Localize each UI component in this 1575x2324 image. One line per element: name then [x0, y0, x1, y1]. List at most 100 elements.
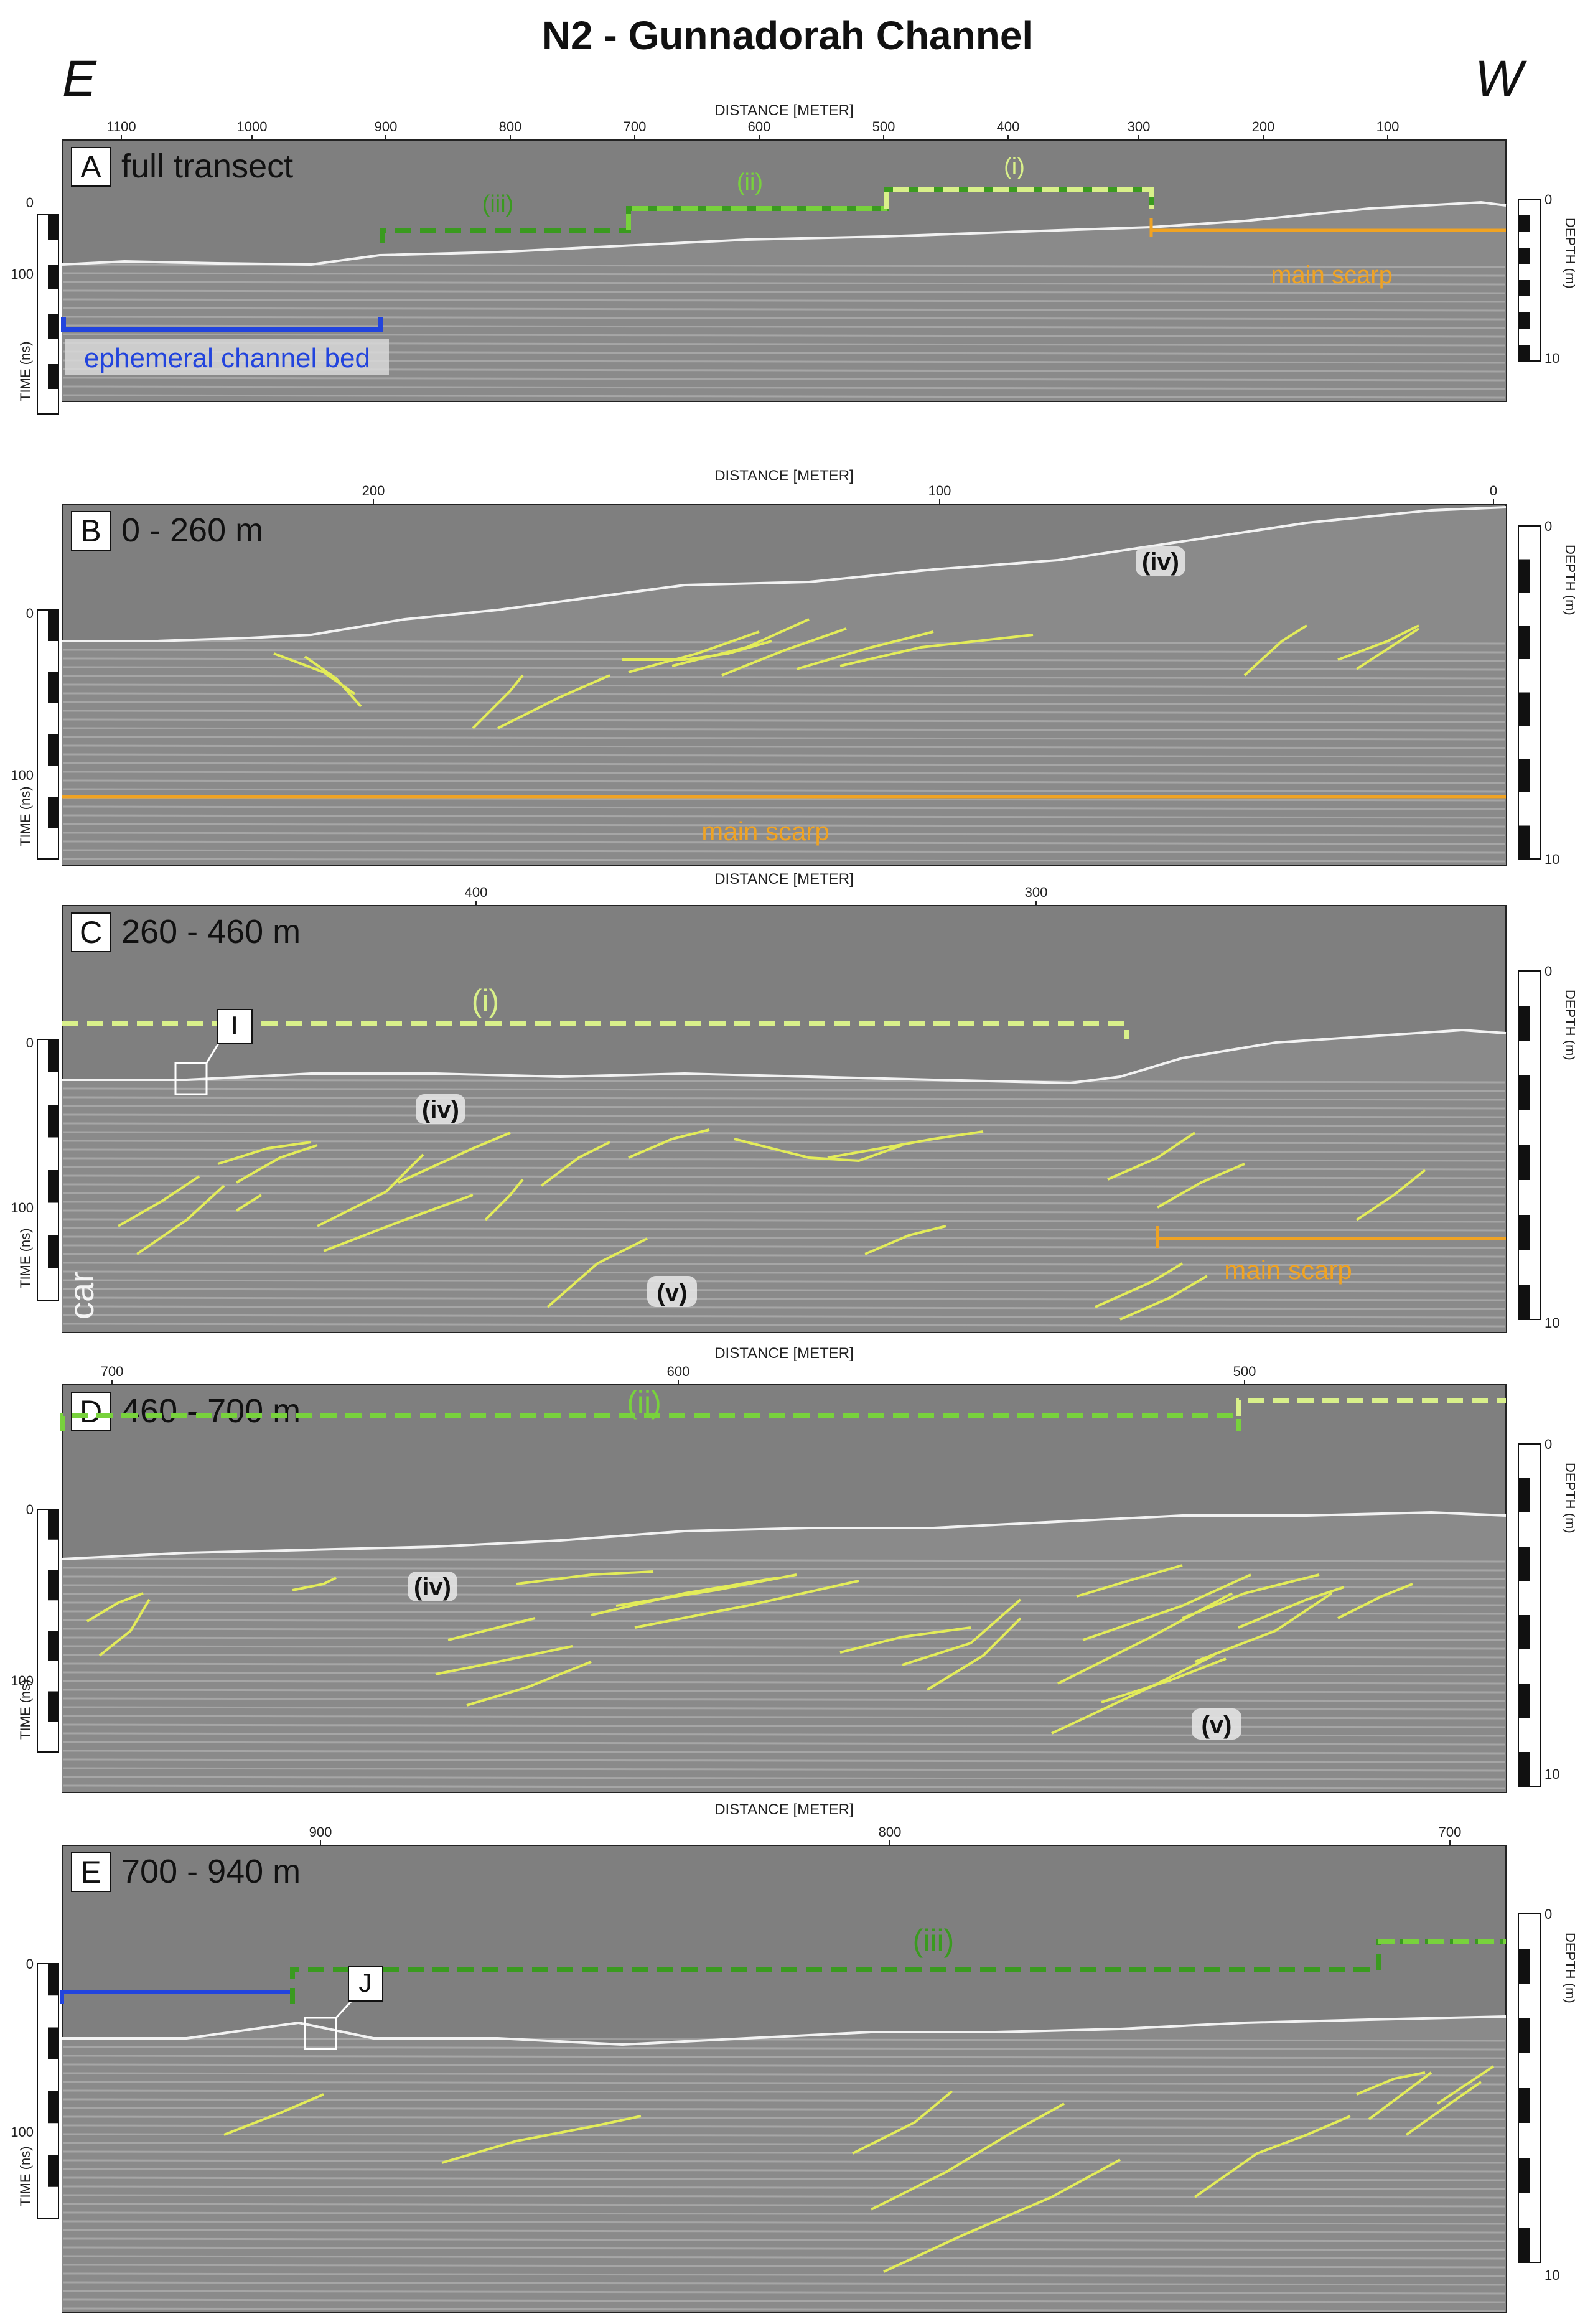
depth-scale-segment — [1518, 692, 1530, 726]
depth-scale-segment — [1518, 312, 1530, 329]
distance-tick-label: 400 — [465, 884, 488, 900]
interpreted-reflector — [839, 634, 1034, 667]
reflection-band — [63, 1105, 1505, 1110]
reflection-band — [63, 2220, 1505, 2225]
reflection-band — [63, 1697, 1505, 1702]
reflection-band — [63, 2046, 1505, 2051]
interpreted-reflector — [671, 618, 810, 667]
interpreted-reflector — [634, 1580, 859, 1629]
facies-v-bg — [1192, 1708, 1241, 1740]
inset-i-label: I — [231, 1011, 238, 1040]
depth-scale-segment — [1518, 1215, 1530, 1250]
interpreted-reflector — [223, 2093, 324, 2136]
distance-tick-label: 1100 — [106, 119, 136, 134]
depth-scale-segment — [1518, 825, 1530, 859]
reflection-band — [63, 1122, 1505, 1127]
time-tick-label: 100 — [11, 2124, 34, 2140]
reflection-band — [63, 1715, 1505, 1720]
reflection-band — [63, 1784, 1505, 1789]
interpreted-reflector — [398, 1132, 511, 1184]
terrace-i-line — [884, 187, 1154, 209]
subsurface-radargram — [62, 2017, 1506, 2312]
panel-title: 0 - 260 m — [121, 512, 263, 549]
interpreted-reflector — [1076, 1564, 1183, 1598]
time-scale-segment — [48, 1691, 58, 1722]
reflection-band — [63, 1680, 1505, 1685]
reflection-band — [63, 289, 1505, 294]
reflection-band — [63, 1767, 1505, 1772]
panel-letter-box — [71, 147, 111, 187]
reflection-band — [63, 1706, 1505, 1711]
channel-bed-label-bg — [65, 339, 389, 375]
reflection-band — [63, 832, 1505, 836]
reflection-band — [63, 1201, 1505, 1206]
car-label: car — [62, 1271, 101, 1319]
time-tick-label: 0 — [26, 195, 34, 210]
time-scale-segment — [48, 364, 58, 389]
facies-iv-label: (iv) — [1142, 548, 1179, 576]
reflection-band — [63, 1732, 1505, 1737]
reflection-band — [63, 2246, 1505, 2251]
depth-scale-segment — [1518, 1478, 1530, 1512]
interpreted-reflector — [1119, 1275, 1208, 1321]
reflection-band — [63, 779, 1505, 784]
time-scale-segment — [48, 1039, 58, 1072]
interpreted-reflector — [435, 1645, 573, 1675]
depth-tick-label: 0 — [1545, 192, 1552, 207]
reflection-band — [63, 1157, 1505, 1162]
time-scale-segment — [48, 1170, 58, 1203]
interpreted-reflector — [235, 1194, 263, 1212]
reflection-band — [63, 1166, 1505, 1171]
interpreted-reflector — [1243, 624, 1308, 677]
reflection-band — [63, 1279, 1505, 1284]
reflection-band — [63, 1601, 1505, 1606]
time-tick-label: 100 — [11, 767, 34, 783]
distance-tick-label: 400 — [997, 119, 1020, 134]
panel-c-svg: DISTANCE [METER] 400 300 0 100 TIME (ns) 0 10 DE… — [11, 871, 1575, 1333]
reflection-band — [63, 1131, 1505, 1136]
reflection-band — [63, 2063, 1505, 2068]
depth-tick-label: 0 — [1545, 1906, 1552, 1922]
reflection-band — [63, 1296, 1505, 1301]
panel-b-svg: DISTANCE [METER] 200 100 0 0 100 TIME (ns) 0 10 D… — [11, 467, 1575, 867]
reflection-band — [63, 1113, 1505, 1118]
interpreted-reflector — [1355, 1169, 1426, 1221]
depth-axis-label: DEPTH (m) — [1563, 545, 1575, 616]
interpreted-reflector — [292, 1577, 337, 1591]
distance-tick-label: 900 — [375, 119, 398, 134]
interpreted-reflector — [317, 1153, 424, 1227]
depth-scale-segment — [1518, 1684, 1530, 1718]
depth-tick-label: 0 — [1545, 1436, 1552, 1452]
reflection-band — [63, 640, 1505, 645]
terrace-i-line — [1236, 1398, 1506, 1416]
time-axis-label: TIME (ns) — [17, 1679, 33, 1740]
depth-scale-segment — [1518, 1547, 1530, 1581]
subsurface-radargram — [62, 202, 1506, 401]
reflection-band — [63, 840, 1505, 845]
facies-v-label: (v) — [657, 1279, 688, 1306]
reflection-band — [63, 385, 1505, 390]
depth-scale-segment — [1518, 2158, 1530, 2193]
panel-letter-box — [71, 511, 111, 551]
distance-axis-label: DISTANCE [METER] — [714, 1345, 854, 1362]
depth-tick-label: 0 — [1545, 963, 1552, 979]
depth-axis-label: DEPTH (m) — [1563, 1933, 1575, 2003]
depth-scale-segment — [1518, 1285, 1530, 1319]
terrace-ii-line — [60, 1413, 1241, 1431]
depth-scale-segment — [1518, 215, 1530, 232]
west-direction-label: W — [1475, 50, 1523, 107]
depth-scale-segment — [1518, 759, 1530, 792]
reflection-band — [63, 2098, 1505, 2103]
time-scale-segment — [48, 2155, 58, 2187]
reflection-band — [63, 692, 1505, 697]
reflection-band — [63, 1244, 1505, 1249]
reflection-band — [63, 2203, 1505, 2208]
reflection-band — [63, 2055, 1505, 2059]
reflection-band — [63, 333, 1505, 338]
interpreted-reflector — [1107, 1132, 1196, 1181]
depth-scale-segment — [1518, 2018, 1530, 2053]
reflection-band — [63, 753, 1505, 758]
panel-letter-box — [71, 1852, 111, 1892]
reflection-band — [63, 1183, 1505, 1188]
